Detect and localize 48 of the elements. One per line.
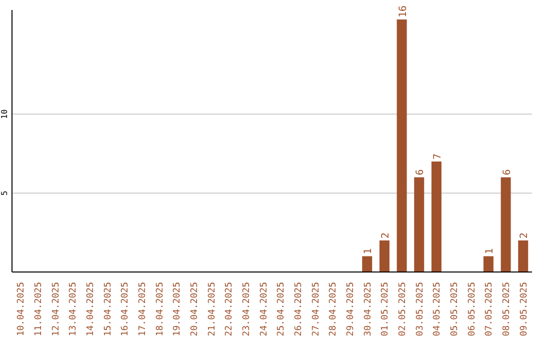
bar [379,240,390,272]
data-label: 2 [380,232,392,238]
x-tick-label: 08.05.2025 [502,282,512,336]
x-tick-label: 19.04.2025 [172,282,183,336]
x-tick-label: 10.04.2025 [16,282,27,336]
x-tick-label: 03.05.2025 [415,282,426,336]
x-tick-label: 27.04.2025 [311,282,322,336]
x-tick-label: 23.04.2025 [242,282,252,336]
x-tick-label: 17.04.2025 [138,282,148,336]
x-tick-label: 20.04.2025 [190,282,200,336]
x-tick-label: 26.04.2025 [294,282,304,336]
bar [431,162,442,272]
bar [396,19,407,272]
x-tick-label: 29.04.2025 [346,282,356,336]
x-tick-label: 25.04.2025 [276,282,287,336]
y-tick-label: 10 [0,109,9,119]
bar [483,256,494,272]
x-tick-label: 12.04.2025 [51,282,62,336]
data-label: 7 [432,153,444,160]
x-tick-label: 07.05.2025 [484,282,495,336]
x-tick-label: 15.04.2025 [103,282,114,336]
x-tick-label: 14.04.2025 [86,282,96,336]
x-tick-label: 28.04.2025 [328,282,339,336]
x-tick-label: 11.04.2025 [34,282,44,336]
x-tick-label: 24.04.2025 [259,282,270,336]
x-tick-label: 06.05.2025 [467,282,478,336]
x-tick-label: 16.04.2025 [120,282,131,336]
data-label: 6 [502,169,513,176]
x-tick-label: 22.04.2025 [224,282,235,336]
data-label: 1 [363,248,374,254]
x-tick-label: 21.04.2025 [207,282,218,336]
x-tick-label: 13.04.2025 [68,282,79,336]
data-label: 2 [519,232,530,238]
x-tick-label: 30.04.2025 [363,282,374,336]
bar [500,177,511,272]
x-tick-label: 05.05.2025 [450,282,460,336]
bar [518,240,528,272]
bar [414,177,424,272]
y-tick-label: 5 [0,190,9,196]
x-tick-label: 01.05.2025 [380,282,391,336]
bar [362,256,372,272]
x-tick-label: 02.05.2025 [398,282,408,336]
data-label: 6 [415,169,426,176]
x-tick-label: 18.04.2025 [155,282,166,336]
data-label: 16 [398,5,409,18]
x-tick-label: 04.05.2025 [432,282,443,336]
x-tick-label: 09.05.2025 [519,282,530,336]
data-label: 1 [484,248,496,254]
